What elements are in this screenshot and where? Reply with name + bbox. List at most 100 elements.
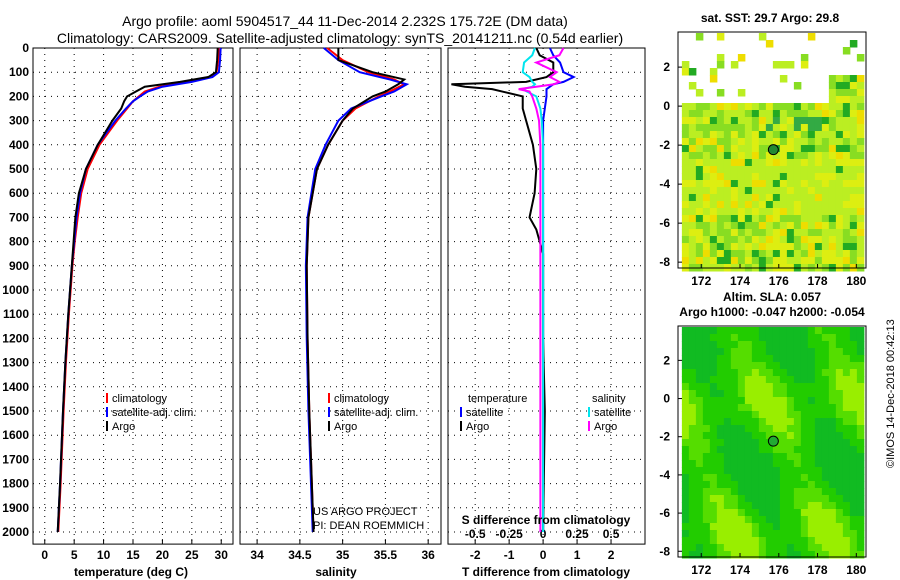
map-cell [681,418,690,426]
map-cell [849,551,858,559]
map-cell [744,194,753,202]
map-cell [793,516,802,524]
map-cell [856,418,865,426]
map-cell [772,460,781,468]
map-cell [737,397,746,405]
map-cell [814,208,823,216]
map-cell [716,453,725,461]
map-cell [814,425,823,433]
y-tick-label: 1800 [2,477,29,491]
map-cell [835,187,844,195]
map-cell [828,243,837,251]
map-cell [786,208,795,216]
x-tick-label: 1 [574,548,581,562]
map-cell [849,145,858,153]
map-cell [814,257,823,265]
map-cell [730,208,739,216]
map-cell [695,341,704,349]
map-cell [800,502,809,510]
map-cell [723,551,732,559]
map-cell [688,180,697,188]
map-cell [695,215,704,223]
map-cell [688,166,697,174]
map-cell [793,383,802,391]
map-cell [835,376,844,384]
map-cell [835,537,844,545]
title-line-2: Climatology: CARS2009. Satellite-adjuste… [57,30,623,46]
map-cell [800,537,809,545]
map-cell [744,397,753,405]
legend-label: Argo [334,421,357,433]
map-cell [702,138,711,146]
map-cell [772,327,781,335]
x-tick-label: 172 [691,563,711,577]
map-cell [807,334,816,342]
map-cell [758,397,767,405]
map-cell [835,481,844,489]
map-cell [688,418,697,426]
map-cell [730,425,739,433]
map-cell [709,159,718,167]
s-tick-label: 0 [540,527,547,541]
map-cell [737,194,746,202]
map-cell [688,208,697,216]
map-cell [772,446,781,454]
map-cell [709,75,718,83]
map-cell [702,397,711,405]
map-cell [730,124,739,132]
map-cell [695,544,704,552]
map-cell [709,383,718,391]
map-cell [730,327,739,335]
map-cell [702,432,711,440]
map-cell [744,208,753,216]
map-cell [737,110,746,118]
map-cell [730,152,739,160]
map-cell [835,369,844,377]
map-cell [807,460,816,468]
map-cell [807,173,816,181]
map-cell [681,138,690,146]
map-cell [835,418,844,426]
map-cell [695,446,704,454]
map-cell [681,124,690,132]
map-cell [709,432,718,440]
map-cell [716,208,725,216]
map-cell [723,460,732,468]
map-cell [688,173,697,181]
map-cell [765,411,774,419]
map-cell [856,397,865,405]
map-cell [849,523,858,531]
map-cell [807,250,816,258]
map-cell [800,173,809,181]
map-cell [793,110,802,118]
map-cell [807,194,816,202]
map-cell [842,474,851,482]
map-cell [744,390,753,398]
map-cell [737,243,746,251]
map-cell [779,166,788,174]
map-cell [695,334,704,342]
map-cell [835,348,844,356]
map-cell [702,222,711,230]
map-cell [842,362,851,370]
map-cell [842,432,851,440]
map-cell [695,460,704,468]
map-cell [723,201,732,209]
map-cell [751,138,760,146]
map-cell [779,523,788,531]
map-cell [842,404,851,412]
map-cell [695,355,704,363]
map-cell [821,166,830,174]
map-cell [737,474,746,482]
map-cell [751,187,760,195]
map-cell [835,243,844,251]
map-cell [828,215,837,223]
map-cell [828,173,837,181]
map-cell [716,397,725,405]
map-cell [758,145,767,153]
map-cell [856,215,865,223]
map-cell [828,544,837,552]
map-cell [681,131,690,139]
map-cell [716,537,725,545]
map-cell [723,334,732,342]
